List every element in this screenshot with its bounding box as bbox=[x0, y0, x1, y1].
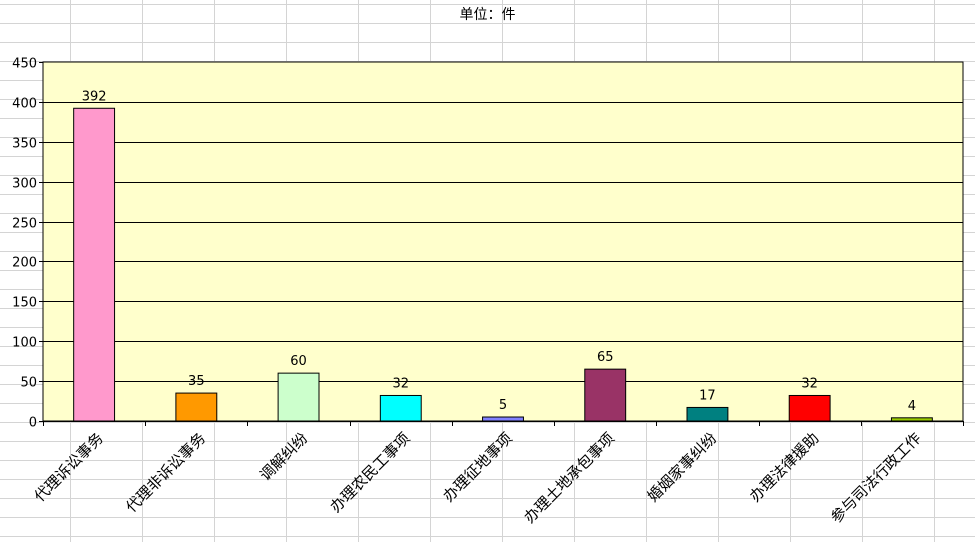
x-tick-label: 办理征地事项 bbox=[439, 429, 515, 505]
y-tick-label: 50 bbox=[20, 376, 37, 391]
data-label: 5 bbox=[499, 398, 507, 413]
bar bbox=[686, 406, 729, 422]
x-tick-label: 办理土地承包事项 bbox=[520, 429, 618, 527]
y-tick-label: 0 bbox=[29, 416, 37, 431]
data-label: 65 bbox=[597, 350, 614, 365]
chart-title: 单位：件 bbox=[459, 7, 516, 23]
bar bbox=[379, 394, 422, 422]
data-label: 60 bbox=[290, 354, 307, 369]
y-tick-label: 150 bbox=[12, 296, 37, 311]
y-tick-label: 400 bbox=[12, 97, 37, 112]
y-tick-label: 200 bbox=[12, 256, 37, 271]
x-tick-label: 代理非诉讼事务 bbox=[122, 429, 209, 516]
y-tick-label: 350 bbox=[12, 137, 37, 152]
y-tick-label: 100 bbox=[12, 336, 37, 351]
y-tick-label: 300 bbox=[12, 177, 37, 192]
x-tick-label: 代理诉讼事务 bbox=[31, 429, 107, 505]
x-tick-label: 婚姻家事纠纷 bbox=[644, 429, 720, 505]
data-label: 17 bbox=[699, 388, 716, 403]
bar bbox=[277, 372, 320, 422]
data-label: 35 bbox=[188, 374, 205, 389]
x-tick-label: 参与司法行政工作 bbox=[827, 429, 925, 527]
data-label: 4 bbox=[908, 399, 916, 414]
plot-area bbox=[42, 61, 964, 422]
bar bbox=[788, 394, 831, 422]
bar bbox=[73, 107, 116, 422]
bar bbox=[175, 392, 218, 422]
x-tick-label: 办理法律援助 bbox=[746, 429, 822, 505]
bar bbox=[584, 368, 627, 422]
data-label: 32 bbox=[801, 376, 818, 391]
y-tick-label: 250 bbox=[12, 217, 37, 232]
data-label: 392 bbox=[82, 89, 107, 104]
x-tick-label: 调解纠纷 bbox=[256, 429, 311, 484]
bar bbox=[482, 416, 524, 422]
x-tick-label: 办理农民工事项 bbox=[327, 429, 414, 516]
y-tick-label: 450 bbox=[12, 57, 37, 72]
bar bbox=[890, 417, 933, 422]
data-label: 32 bbox=[393, 376, 410, 391]
